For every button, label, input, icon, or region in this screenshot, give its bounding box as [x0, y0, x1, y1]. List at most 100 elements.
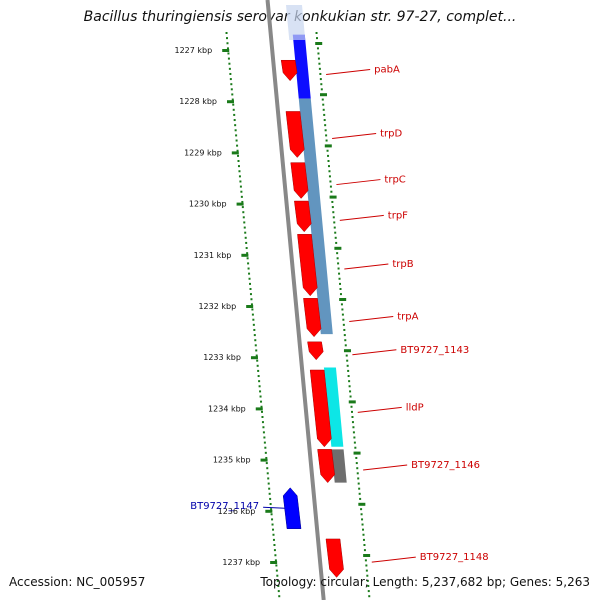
tick-dot — [265, 462, 268, 465]
tick-dot — [332, 211, 335, 214]
tick-dot — [363, 549, 366, 552]
tick-dot — [274, 554, 277, 557]
tick-dot — [346, 359, 349, 362]
tick-dot — [358, 487, 361, 490]
tick-dot — [342, 318, 345, 321]
tick-label: 1232 kbp — [198, 302, 236, 311]
tick-dot — [333, 226, 336, 229]
tick-dot — [352, 431, 355, 434]
tick-dot — [243, 226, 246, 229]
tick-label: 1234 kbp — [208, 404, 246, 413]
tick-dot — [354, 446, 357, 449]
tick-dot — [239, 185, 242, 188]
tick-dot — [356, 472, 359, 475]
tick-dot — [355, 462, 358, 465]
tick-dot — [321, 98, 324, 101]
tick-dot — [336, 257, 339, 260]
tick-dot — [254, 344, 257, 347]
tick-dot — [245, 241, 248, 244]
tick-dot — [271, 518, 274, 521]
tick-dot — [251, 313, 254, 316]
gene-arrow — [297, 234, 318, 297]
tick-dot — [261, 421, 264, 424]
tick-dot — [365, 569, 368, 572]
tick-dot — [326, 149, 329, 152]
tick-dot — [253, 328, 256, 331]
tick-dot — [258, 385, 261, 388]
tick-dot — [274, 559, 277, 562]
tick-label: 1233 kbp — [203, 353, 241, 362]
tick-label: 1231 kbp — [194, 251, 232, 260]
tick-dot — [260, 400, 263, 403]
gene-arrow — [317, 449, 335, 484]
leader-line — [357, 406, 402, 413]
tick-dot — [247, 262, 250, 265]
tick-dots-right — [315, 32, 371, 598]
tick-dot — [230, 83, 233, 86]
tick-dot — [316, 37, 319, 40]
tick-dot — [237, 154, 240, 157]
tick-dot — [320, 88, 323, 91]
tick-dot — [356, 467, 359, 470]
tick-dot — [363, 544, 366, 546]
major-tick — [222, 49, 230, 52]
tick-dot — [273, 544, 276, 546]
tick-dot — [322, 103, 325, 106]
tick-dot — [319, 78, 322, 81]
tick-dot — [252, 318, 255, 321]
major-tick — [339, 298, 347, 301]
tick-dot — [332, 216, 335, 219]
major-tick — [255, 407, 263, 411]
tick-dot — [259, 395, 262, 398]
tick-dot — [270, 508, 273, 511]
leader-line — [339, 214, 384, 221]
leader-line — [263, 506, 286, 509]
tick-dot — [345, 354, 348, 357]
tick-dot — [328, 175, 331, 178]
tick-dot — [230, 88, 233, 91]
tick-dot — [266, 467, 269, 470]
leader-line — [336, 179, 381, 186]
major-tick — [363, 554, 371, 557]
tick-dot — [325, 134, 328, 137]
tick-dot — [331, 206, 334, 209]
tick-dot — [232, 103, 235, 106]
tick-dot — [267, 482, 270, 485]
major-tick — [250, 356, 258, 360]
gene-label: BT9727_1147 — [190, 501, 259, 512]
tick-dot — [242, 216, 245, 219]
tick-dot — [253, 334, 256, 337]
tick-dot — [238, 170, 241, 173]
tick-dot — [337, 267, 340, 270]
tick-dot — [362, 538, 365, 541]
tick-dot — [327, 154, 330, 157]
tick-dot — [360, 513, 363, 516]
major-tick — [320, 93, 328, 97]
tick-dot — [242, 211, 245, 214]
tick-dot — [339, 288, 342, 290]
major-tick — [348, 400, 356, 404]
tick-labels: 1227 kbp 1228 kbp 1229 kbp 1230 kbp 1231 kbp… — [175, 46, 261, 567]
tick-dot — [330, 190, 333, 193]
tick-dot — [264, 446, 267, 449]
tick-dot — [259, 390, 262, 393]
tick-dot — [278, 595, 281, 598]
tick-dot — [327, 165, 330, 168]
tick-label: 1229 kbp — [184, 148, 222, 157]
gene-label: trpC — [384, 175, 405, 186]
tick-dot — [229, 72, 232, 75]
tick-dot — [349, 395, 352, 398]
tick-dot — [318, 62, 321, 65]
major-tick — [265, 509, 273, 513]
tick-dot — [318, 67, 321, 70]
tick-dot — [233, 113, 236, 116]
major-tick — [353, 451, 361, 455]
topology-summary: Topology: circular; Length: 5,237,682 bp… — [260, 575, 590, 589]
leader-line — [332, 132, 377, 139]
tick-dot — [346, 364, 349, 367]
tick-label: 1237 kbp — [222, 558, 260, 567]
tick-dot — [319, 72, 322, 75]
tick-dot — [260, 405, 263, 408]
tick-dot — [262, 426, 265, 429]
gene-label: BT9727_1143 — [400, 345, 469, 356]
